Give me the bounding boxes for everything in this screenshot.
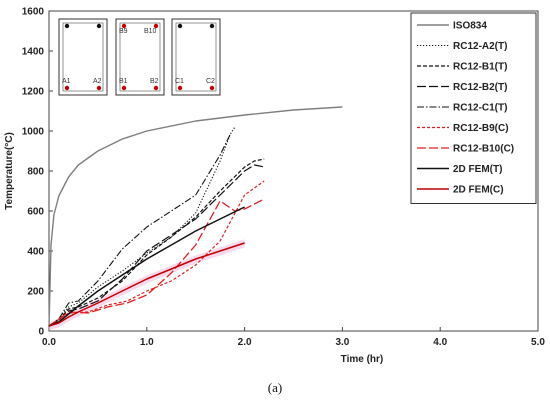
series-line-rc12-a2-t bbox=[48, 126, 236, 327]
section-label-b1: B1 bbox=[119, 78, 128, 85]
x-tick-label: 0.0 bbox=[42, 337, 56, 348]
figure-caption: (a) bbox=[268, 380, 282, 395]
section-1: A1 A2 bbox=[58, 18, 108, 96]
series-line-rc12-c1-t bbox=[48, 134, 231, 327]
legend-label-rc12-b2-t: RC12-B2(T) bbox=[453, 82, 507, 93]
x-axis-label: Time (hr) bbox=[341, 354, 384, 365]
fem-c-scatter-band bbox=[49, 239, 245, 331]
rebar-top bbox=[177, 23, 183, 29]
y-tick-label: 800 bbox=[27, 167, 44, 178]
section-label-a2: A2 bbox=[93, 78, 102, 85]
y-tick-label: 0 bbox=[38, 327, 44, 338]
section-inset: A1 A2 B9 B10 B1 B2 C1 C2 bbox=[58, 18, 221, 96]
stirrup-outline bbox=[175, 22, 217, 92]
section-label-a1: A1 bbox=[62, 78, 71, 85]
series-line-rc12-b2-t bbox=[48, 164, 265, 327]
section-outline bbox=[115, 18, 165, 96]
section-2: B9 B10 B1 B2 bbox=[115, 18, 165, 96]
series-line-iso834 bbox=[48, 106, 343, 328]
rebar-top bbox=[121, 23, 127, 29]
legend-label-rc12-c1-t: RC12-C1(T) bbox=[453, 103, 507, 114]
stirrup-outline bbox=[62, 22, 104, 92]
legend-label-2d-fem-t: 2D FEM(T) bbox=[453, 164, 502, 175]
rebar-bottom bbox=[96, 85, 102, 91]
rebar-bottom bbox=[121, 85, 127, 91]
rebar-bottom bbox=[209, 85, 215, 91]
legend-box bbox=[410, 12, 537, 204]
rebar-top bbox=[153, 23, 159, 29]
series-line-2d-fem-c bbox=[48, 242, 245, 327]
axes: 0 200 400 600 800 1000 1200 1400 1600 0.0 1.0 2.0 3.… bbox=[22, 7, 546, 349]
rebar-top bbox=[209, 23, 215, 29]
y-tick-label: 400 bbox=[27, 247, 44, 258]
y-tick-label: 600 bbox=[27, 207, 44, 218]
x-tick-label: 3.0 bbox=[335, 337, 349, 348]
series-line-rc12-b1-t bbox=[48, 158, 265, 327]
section-outline bbox=[58, 18, 108, 96]
legend-label-iso834: ISO834 bbox=[453, 21, 487, 32]
section-label-b10: B10 bbox=[144, 28, 157, 35]
series-layer bbox=[48, 106, 343, 331]
x-tick-label: 5.0 bbox=[531, 337, 545, 348]
y-axis-label: Temperature(°C) bbox=[4, 132, 15, 210]
x-tick-label: 4.0 bbox=[433, 337, 447, 348]
section-outline bbox=[171, 18, 221, 96]
legend-label-rc12-b10-c: RC12-B10(C) bbox=[453, 144, 514, 155]
legend-label-rc12-b9-c: RC12-B9(C) bbox=[453, 123, 509, 134]
legend-label-2d-fem-c: 2D FEM(C) bbox=[453, 185, 504, 196]
section-3: C1 C2 bbox=[171, 18, 221, 96]
rebar-top bbox=[64, 23, 70, 29]
stirrup-outline bbox=[119, 22, 161, 92]
y-tick-label: 1000 bbox=[22, 127, 45, 138]
legend-label-rc12-b1-t: RC12-B1(T) bbox=[453, 62, 507, 73]
rebar-bottom bbox=[153, 85, 159, 91]
section-label-b2: B2 bbox=[150, 78, 159, 85]
legend-label-rc12-a2-t: RC12-A2(T) bbox=[453, 41, 507, 52]
x-tick-label: 2.0 bbox=[238, 337, 252, 348]
rebar-bottom bbox=[64, 85, 70, 91]
rebar-top bbox=[96, 23, 102, 29]
section-label-c2: C2 bbox=[206, 78, 215, 85]
y-tick-label: 200 bbox=[27, 287, 44, 298]
y-tick-label: 1200 bbox=[22, 87, 45, 98]
rebar-bottom bbox=[177, 85, 183, 91]
legend: ISO834 RC12-A2(T) RC12-B1(T) RC12-B2(T) RC12… bbox=[410, 12, 537, 204]
series-line-2d-fem-t bbox=[48, 206, 245, 327]
y-tick-label: 1600 bbox=[22, 7, 45, 18]
x-tick-label: 1.0 bbox=[140, 337, 154, 348]
section-label-c1: C1 bbox=[175, 78, 184, 85]
section-label-b9: B9 bbox=[119, 28, 128, 35]
y-tick-label: 1400 bbox=[22, 47, 45, 58]
